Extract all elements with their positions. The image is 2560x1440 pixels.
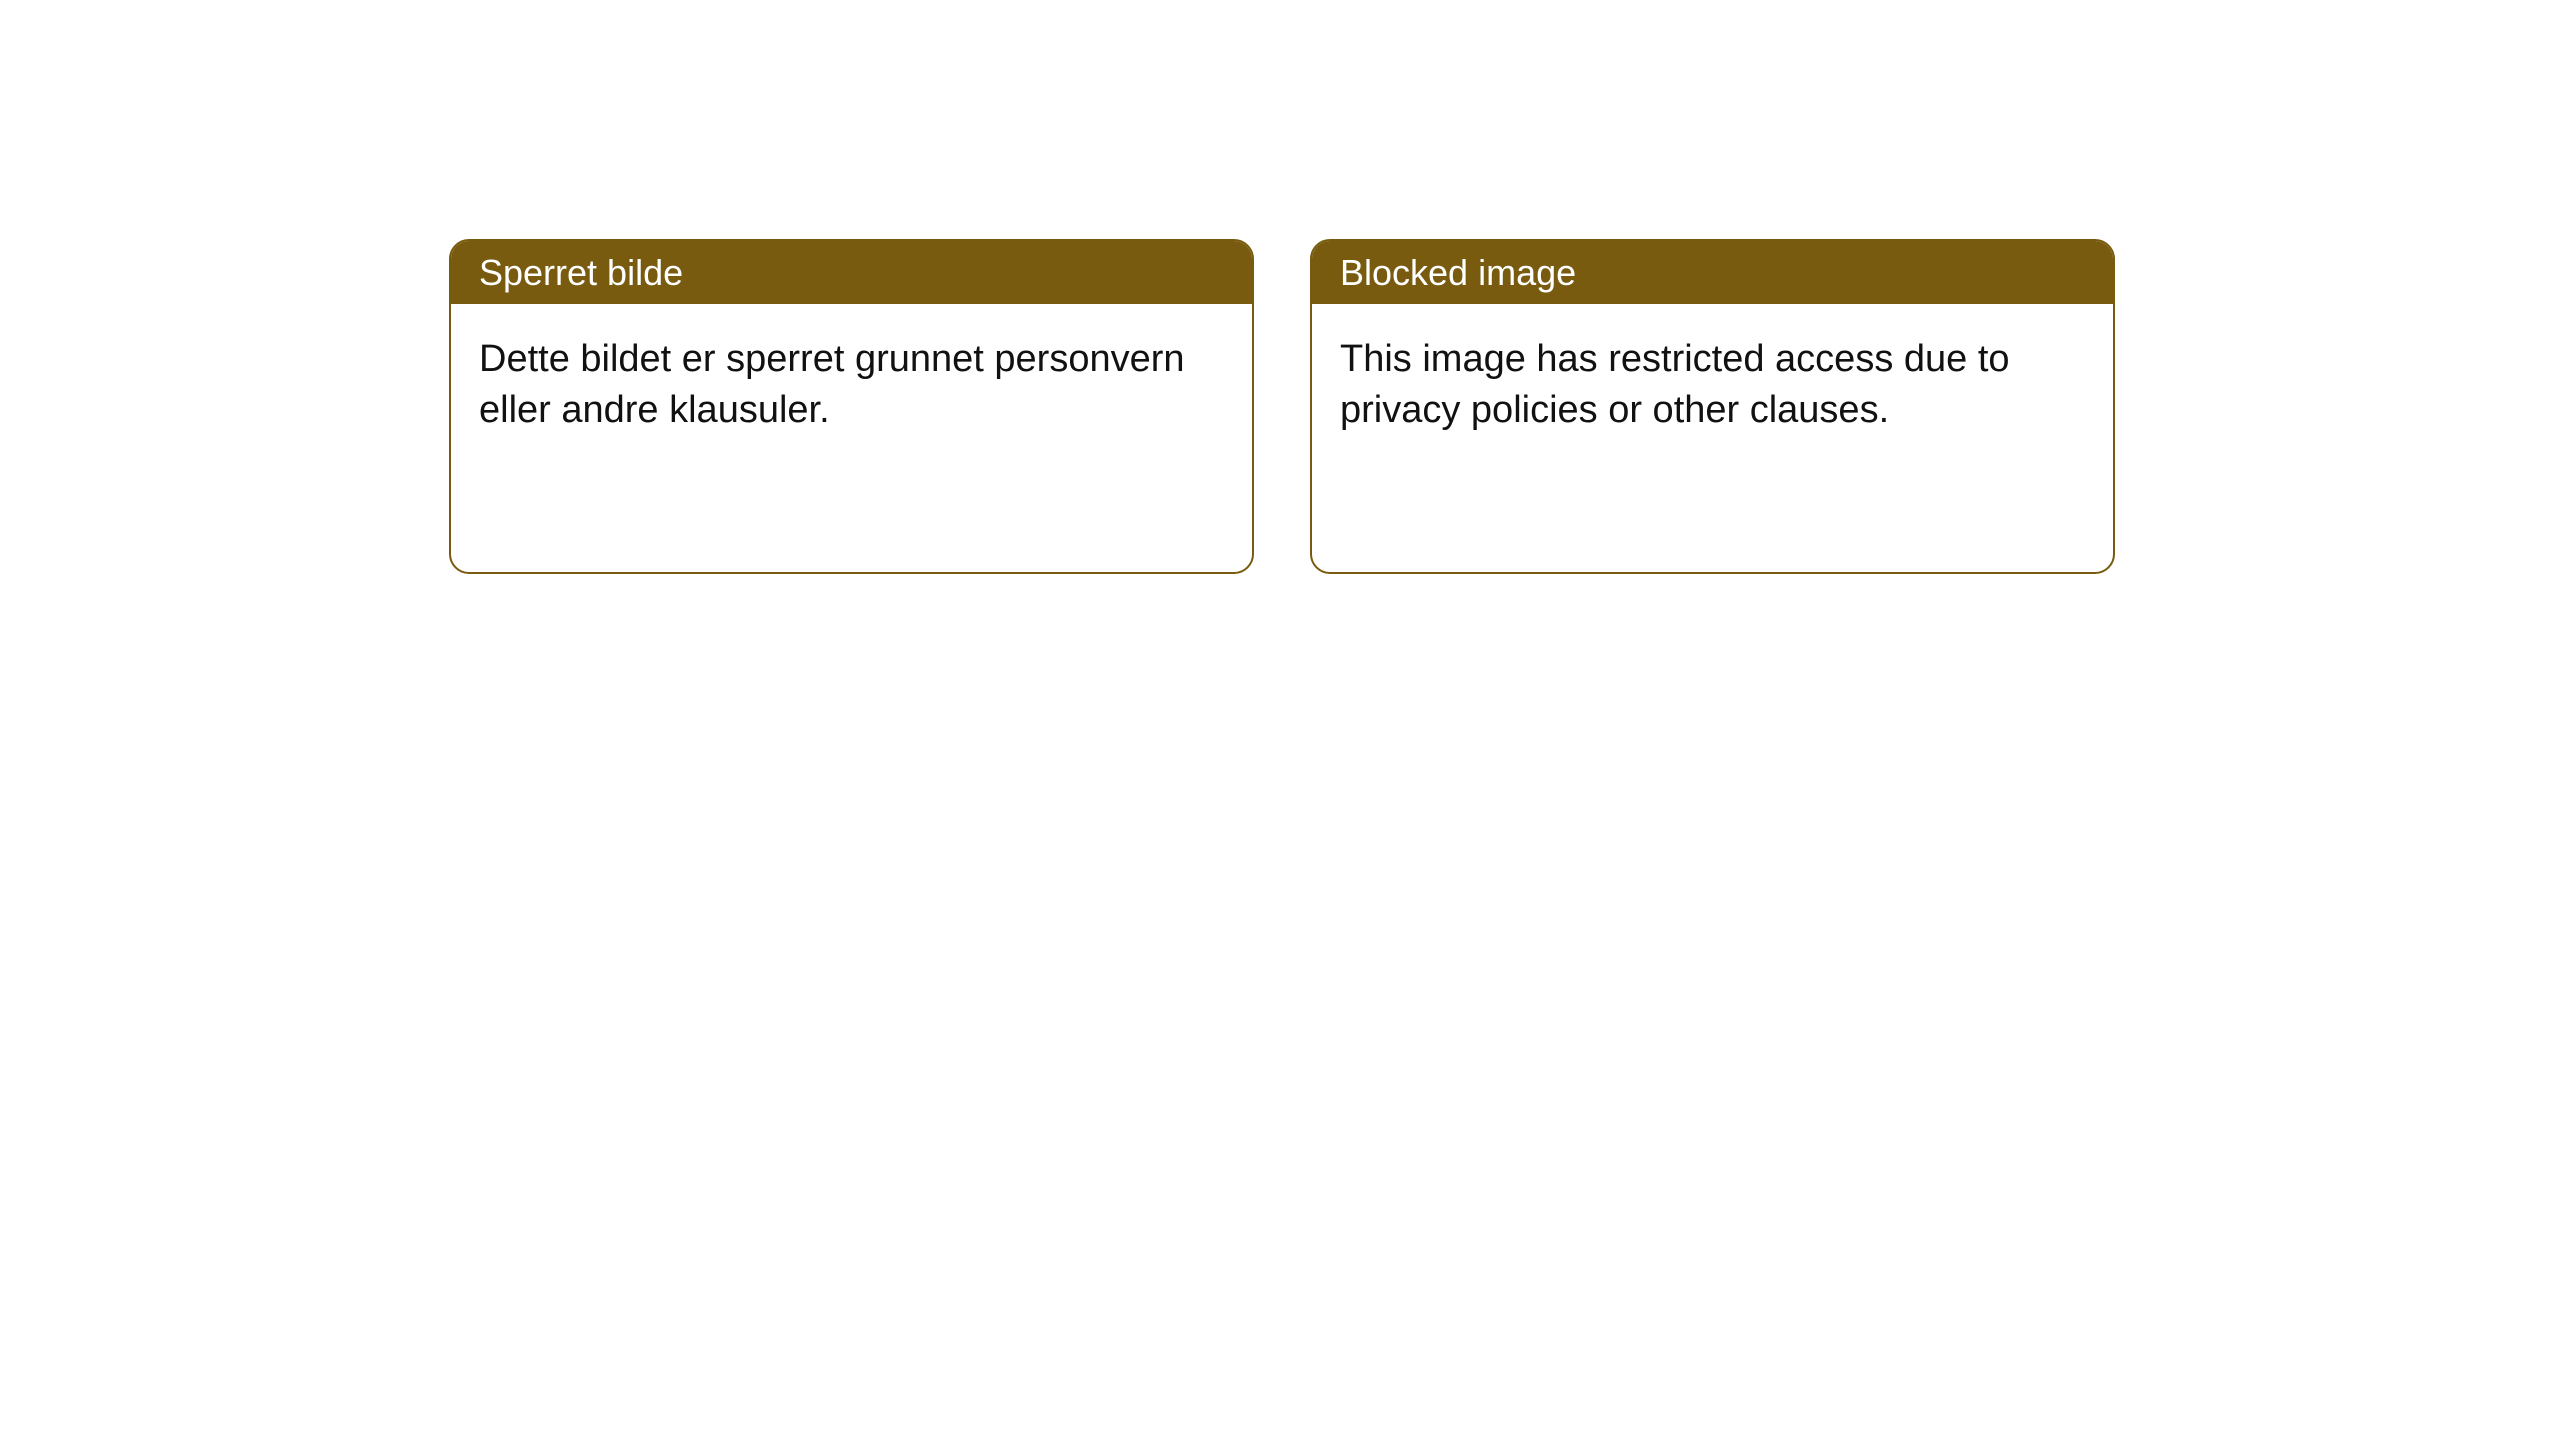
notice-row: Sperret bilde Dette bildet er sperret gr…	[449, 239, 2115, 574]
notice-card-english: Blocked image This image has restricted …	[1310, 239, 2115, 574]
notice-title: Blocked image	[1312, 241, 2113, 304]
notice-card-norwegian: Sperret bilde Dette bildet er sperret gr…	[449, 239, 1254, 574]
notice-body: This image has restricted access due to …	[1312, 304, 2088, 437]
notice-title: Sperret bilde	[451, 241, 1252, 304]
notice-body: Dette bildet er sperret grunnet personve…	[451, 304, 1227, 437]
